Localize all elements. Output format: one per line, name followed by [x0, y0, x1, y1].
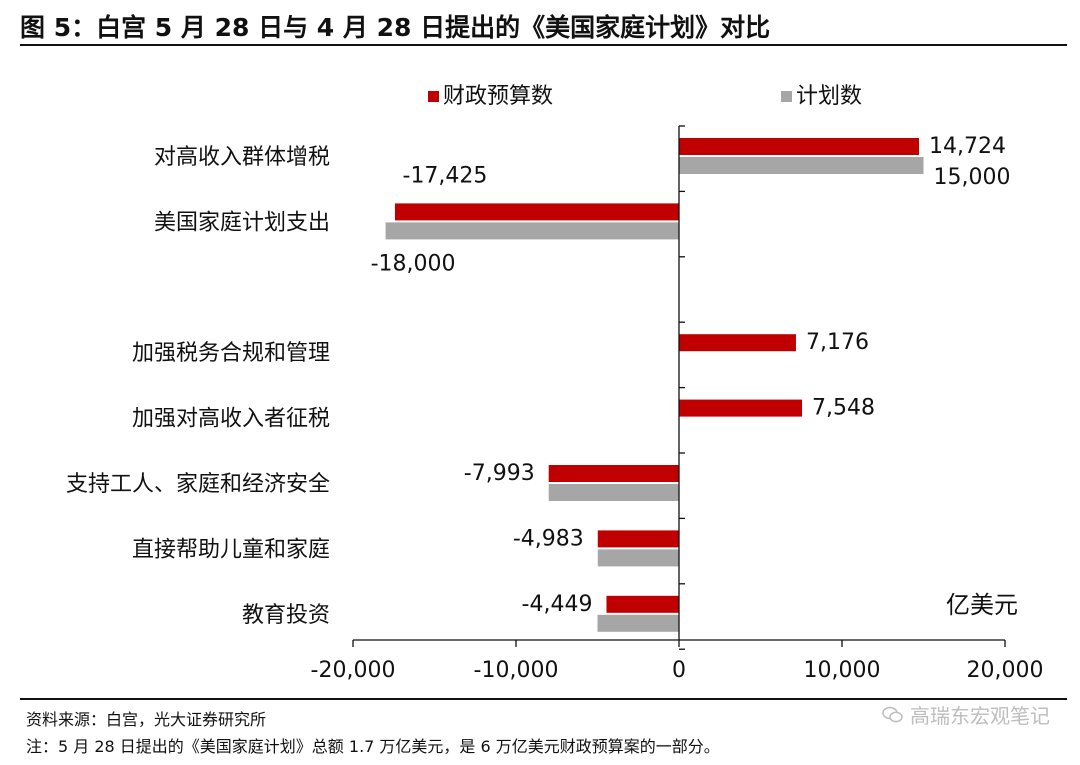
- budget-value-label-6: -4,449: [522, 592, 593, 617]
- x-tick-label-2: 0: [672, 658, 686, 683]
- plan-bar-4: [548, 484, 679, 501]
- x-tick-label-0: -20,000: [311, 658, 396, 683]
- category-label-2: 加强税务合规和管理: [132, 341, 330, 366]
- budget-value-label-5: -4,983: [513, 526, 584, 551]
- x-tick-label-3: 10,000: [804, 658, 881, 683]
- budget-bar-2: [679, 334, 796, 352]
- budget-bar-3: [679, 399, 803, 417]
- budget-value-label-3: 7,548: [812, 396, 875, 421]
- plan-bar-5: [597, 549, 679, 567]
- plan-bar-1: [385, 222, 679, 240]
- legend-label-0: 财政预算数: [443, 84, 553, 109]
- plan-value-label-0: 15,000: [934, 165, 1011, 190]
- budget-value-label-2: 7,176: [806, 330, 869, 355]
- legend-swatch-0: [428, 91, 439, 102]
- wechat-icon: [882, 706, 903, 722]
- budget-bar-0: [679, 138, 920, 155]
- figure-title: 图 5：白宫 5 月 28 日与 4 月 28 日提出的《美国家庭计划》对比: [20, 13, 771, 42]
- x-tick-label-4: 20,000: [967, 658, 1044, 683]
- budget-bar-6: [606, 595, 679, 613]
- watermark: 高瑞东宏观笔记: [882, 700, 1050, 729]
- legend-swatch-1: [781, 91, 792, 102]
- category-label-5: 直接帮助儿童和家庭: [132, 537, 330, 562]
- unit-label: 亿美元: [946, 591, 1018, 619]
- category-label-3: 加强对高收入者征税: [132, 407, 330, 432]
- plan-bar-6: [597, 614, 679, 632]
- bottom-rule: [20, 698, 1067, 700]
- x-tick-label-1: -10,000: [474, 658, 559, 683]
- plan-value-label-1: -18,000: [371, 251, 456, 276]
- plan-bar-0: [679, 157, 924, 174]
- source-text: 资料来源：白宫，光大证券研究所: [26, 710, 267, 729]
- category-label-1: 美国家庭计划支出: [154, 210, 330, 235]
- legend-label-1: 计划数: [796, 84, 862, 109]
- budget-value-label-4: -7,993: [464, 461, 535, 486]
- watermark-text: 高瑞东宏观笔记: [910, 704, 1050, 728]
- budget-value-label-1: -17,425: [403, 163, 488, 188]
- category-label-4: 支持工人、家庭和经济安全: [66, 472, 330, 497]
- budget-bar-5: [597, 530, 679, 548]
- budget-bar-4: [548, 465, 679, 482]
- budget-value-label-0: 14,724: [929, 134, 1006, 159]
- category-label-0: 对高收入群体增税: [154, 145, 330, 170]
- budget-bar-1: [394, 203, 679, 221]
- category-label-6: 教育投资: [242, 603, 330, 628]
- bar-chart: 对高收入群体增税美国家庭计划支出加强税务合规和管理加强对高收入者征税支持工人、家…: [66, 84, 1044, 683]
- title-rule: [20, 44, 1067, 46]
- note-text: 注：5 月 28 日提出的《美国家庭计划》总额 1.7 万亿美元，是 6 万亿美…: [26, 737, 720, 756]
